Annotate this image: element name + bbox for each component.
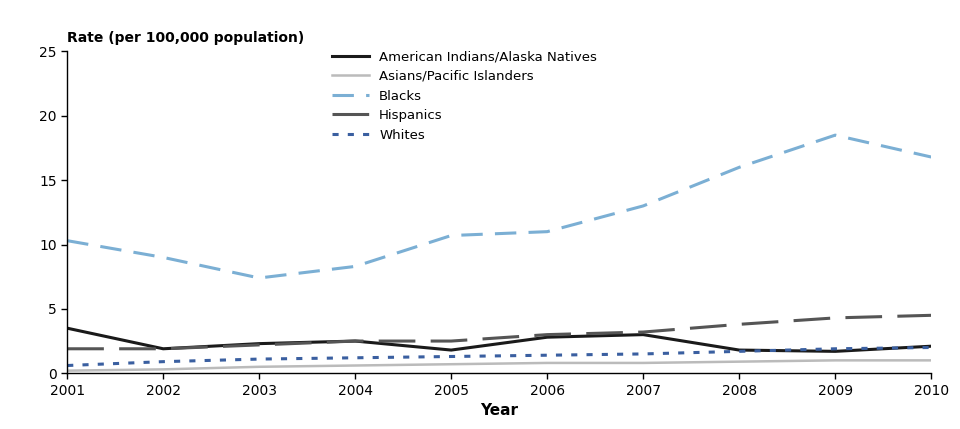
- X-axis label: Year: Year: [480, 403, 518, 418]
- Legend: American Indians/Alaska Natives, Asians/Pacific Islanders, Blacks, Hispanics, Wh: American Indians/Alaska Natives, Asians/…: [326, 45, 602, 147]
- Text: Rate (per 100,000 population): Rate (per 100,000 population): [67, 31, 304, 45]
